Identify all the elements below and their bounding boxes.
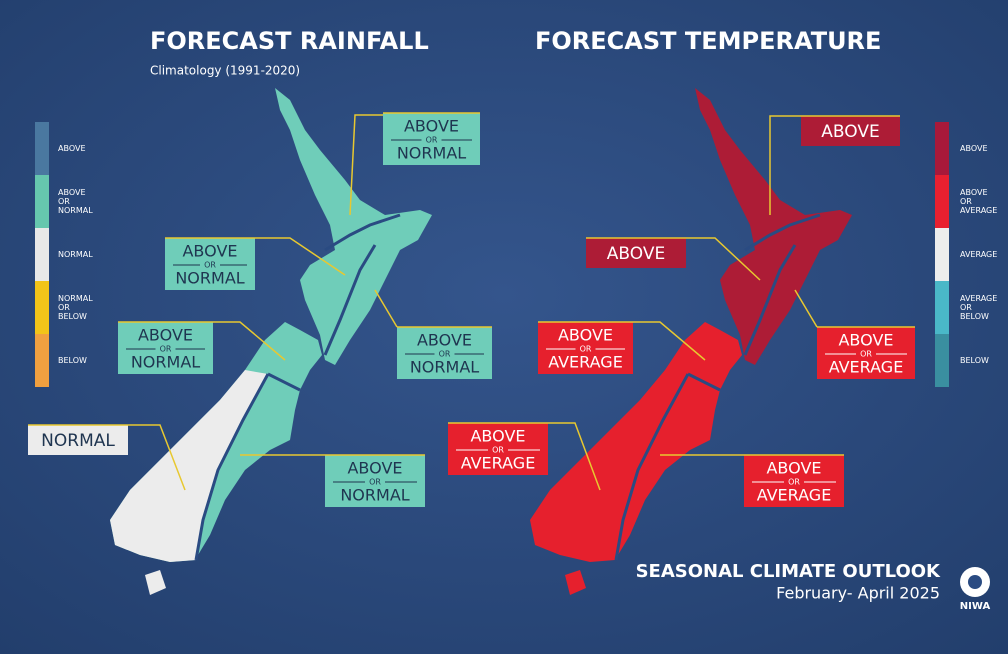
legend-label: OR xyxy=(58,197,70,206)
legend-swatch xyxy=(35,122,49,175)
temperature-map xyxy=(530,88,852,595)
footer-period: February- April 2025 xyxy=(776,584,940,603)
leader-line xyxy=(633,321,706,361)
legend-label: BELOW xyxy=(58,312,87,321)
region-label-box xyxy=(586,238,686,268)
region-label: NORMAL xyxy=(410,358,479,377)
region-label-box xyxy=(383,113,480,165)
region-label: NORMAL xyxy=(131,353,200,372)
region-label-box xyxy=(165,238,255,290)
region-label-box xyxy=(817,327,915,379)
legend-label: BELOW xyxy=(58,356,87,365)
rainfall-map xyxy=(110,88,432,595)
legend-swatch xyxy=(35,175,49,228)
region-label-box xyxy=(448,423,548,475)
region-label-box xyxy=(28,425,128,455)
region-label-box xyxy=(744,455,844,507)
region-label: ABOVE xyxy=(838,331,893,350)
region-label-or: OR xyxy=(492,446,504,455)
legend-label: ABOVE xyxy=(960,144,988,153)
region-label-box xyxy=(801,116,900,146)
region-label-box xyxy=(118,322,213,374)
legend-label: BELOW xyxy=(960,356,989,365)
region-label: ABOVE xyxy=(766,459,821,478)
region-boundary xyxy=(614,213,821,561)
region-label: NORMAL xyxy=(175,269,244,288)
north-island xyxy=(275,88,432,365)
region-label: AVERAGE xyxy=(461,454,536,473)
footer-title: SEASONAL CLIMATE OUTLOOK xyxy=(636,561,941,582)
region-label-or: OR xyxy=(426,136,438,145)
region-label: NORMAL xyxy=(340,486,409,505)
legend-label: OR xyxy=(960,197,972,206)
leader-line xyxy=(374,289,398,328)
legend-label: AVERAGE xyxy=(960,206,997,215)
region-label: ABOVE xyxy=(138,326,193,345)
region-label: ABOVE xyxy=(347,459,402,478)
legend-label: AVERAGE xyxy=(960,250,997,259)
stewart-island xyxy=(145,570,166,595)
leader-line xyxy=(349,114,383,216)
region-label-or: OR xyxy=(788,478,800,487)
legend-swatch xyxy=(35,228,49,281)
region-label-or: OR xyxy=(369,478,381,487)
logo-text: NIWA xyxy=(960,601,991,612)
leader-line xyxy=(769,115,801,215)
legend-swatch xyxy=(935,175,949,228)
region-label-or: OR xyxy=(860,350,872,359)
region-label-or: OR xyxy=(160,345,172,354)
legend-label: NORMAL xyxy=(58,206,93,215)
legend-swatch xyxy=(935,122,949,175)
temperature-title: FORECAST TEMPERATURE xyxy=(535,27,881,55)
legend-label: NORMAL xyxy=(58,250,93,259)
region-label: NORMAL xyxy=(41,431,115,451)
region-label-box xyxy=(538,322,633,374)
legend-label: ABOVE xyxy=(960,188,988,197)
rainfall-title: FORECAST RAINFALL xyxy=(150,27,429,55)
legend-label: ABOVE xyxy=(58,188,86,197)
legend-swatch xyxy=(935,281,949,334)
leader-line xyxy=(213,321,286,361)
region-boundary xyxy=(194,213,401,561)
legend-swatch xyxy=(935,334,949,387)
legend-label: BELOW xyxy=(960,312,989,321)
region-label: AVERAGE xyxy=(829,358,904,377)
leader-line xyxy=(128,424,186,491)
region-label-box xyxy=(325,455,425,507)
region-label: ABOVE xyxy=(404,117,459,136)
south-west-region xyxy=(110,370,268,562)
region-label-box xyxy=(397,327,492,379)
legend-label: AVERAGE xyxy=(960,294,997,303)
region-label-or: OR xyxy=(580,345,592,354)
region-label-or: OR xyxy=(439,350,451,359)
leader-line xyxy=(686,237,761,281)
region-label: ABOVE xyxy=(558,326,613,345)
legend-label: OR xyxy=(58,303,70,312)
region-label: ABOVE xyxy=(821,122,879,142)
region-label: AVERAGE xyxy=(548,353,623,372)
rainfall-subtitle: Climatology (1991-2020) xyxy=(150,64,300,78)
south-island xyxy=(530,322,742,562)
legend-swatch xyxy=(35,334,49,387)
region-label: ABOVE xyxy=(182,242,237,261)
region-label: AVERAGE xyxy=(757,486,832,505)
stewart-island xyxy=(565,570,586,595)
leader-line xyxy=(548,422,601,491)
north-island xyxy=(695,88,852,365)
legend-label: NORMAL xyxy=(58,294,93,303)
region-label-or: OR xyxy=(204,261,216,270)
region-label: NORMAL xyxy=(397,144,466,163)
region-label: ABOVE xyxy=(470,427,525,446)
logo-mark xyxy=(968,575,982,589)
legend-swatch xyxy=(935,228,949,281)
legend-label: OR xyxy=(960,303,972,312)
leader-line xyxy=(794,289,818,328)
legend-swatch xyxy=(35,281,49,334)
region-label: ABOVE xyxy=(417,331,472,350)
leader-line xyxy=(255,237,346,276)
region-label: ABOVE xyxy=(607,244,665,264)
legend-label: ABOVE xyxy=(58,144,86,153)
niwa-logo: NIWA xyxy=(960,567,991,612)
